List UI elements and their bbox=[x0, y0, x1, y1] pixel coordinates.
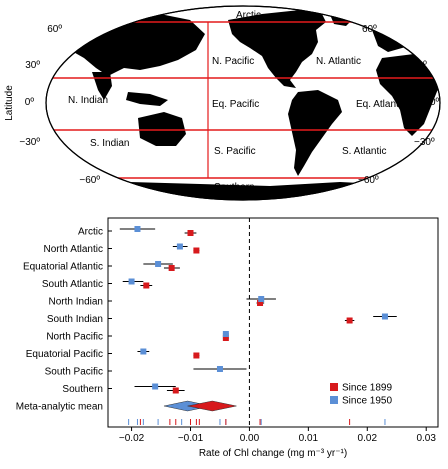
x-tick-label: −0.01 bbox=[178, 433, 204, 444]
data-point bbox=[222, 331, 229, 337]
x-tick-label: 0.01 bbox=[299, 433, 319, 444]
y-category-label: Equatorial Pacific bbox=[26, 349, 103, 360]
lat-left-0: 0º bbox=[25, 97, 35, 108]
data-point bbox=[176, 243, 183, 250]
y-category-label: North Indian bbox=[49, 297, 103, 308]
region-eq-pacific: Eq. Pacific bbox=[212, 99, 259, 110]
data-point bbox=[140, 348, 147, 355]
data-point bbox=[143, 282, 150, 289]
data-point bbox=[193, 352, 200, 359]
region-s-indian: S. Indian bbox=[90, 138, 129, 149]
y-category-label: Equatorial Atlantic bbox=[23, 262, 103, 273]
x-tick-label: 0.02 bbox=[358, 433, 378, 444]
data-point bbox=[152, 383, 159, 390]
data-point bbox=[172, 387, 179, 394]
y-category-label: North Atlantic bbox=[44, 244, 103, 255]
land-south-america bbox=[288, 90, 342, 176]
lat-right-0: 0º bbox=[430, 97, 440, 108]
chl-rate-plot: −0.02 −0.01 0.00 0.01 0.02 0.03 Arctic North At… bbox=[16, 217, 439, 459]
region-n-atlantic: N. Atlantic bbox=[316, 56, 361, 67]
y-category-label: Meta-analytic mean bbox=[16, 402, 103, 413]
plot-frame bbox=[107, 217, 439, 428]
land-europe bbox=[372, 22, 430, 52]
region-southern: Southern bbox=[214, 182, 255, 193]
region-s-atlantic: S. Atlantic bbox=[342, 146, 386, 157]
region-n-pacific: N. Pacific bbox=[212, 56, 254, 67]
y-category-label: Arctic bbox=[78, 227, 103, 238]
land-africa bbox=[376, 54, 440, 136]
data-point bbox=[134, 226, 141, 232]
y-category-label: Southern bbox=[62, 384, 103, 395]
y-category-label: South Indian bbox=[47, 314, 103, 325]
x-tick-label: −0.02 bbox=[119, 433, 145, 444]
y-category-label: North Pacific bbox=[46, 332, 103, 343]
lat-right-m60: −60º bbox=[358, 175, 379, 186]
plot-content: −0.02 −0.01 0.00 0.01 0.02 0.03 Arctic North At… bbox=[16, 218, 436, 444]
region-arctic: Arctic bbox=[236, 10, 261, 21]
data-point bbox=[155, 261, 162, 267]
lat-right-30: 30º bbox=[412, 60, 427, 71]
meta-mean-diamond bbox=[187, 400, 237, 412]
legend-swatch bbox=[330, 383, 338, 391]
data-point bbox=[381, 313, 388, 320]
legend-label: Since 1899 bbox=[342, 383, 392, 394]
data-point bbox=[258, 296, 265, 302]
land-australia bbox=[138, 112, 186, 146]
data-point bbox=[193, 247, 200, 254]
data-point bbox=[187, 230, 194, 236]
data-point bbox=[168, 265, 175, 271]
x-tick-label: 0.03 bbox=[416, 433, 436, 444]
data-point bbox=[257, 300, 264, 306]
land-indonesia bbox=[126, 92, 168, 106]
x-axis-label: Rate of Chl change (mg m⁻³ yr⁻¹) bbox=[199, 448, 347, 459]
world-map-panel: Latitude 60º 30º 0º −30º −60º 60º 30º 0º… bbox=[4, 5, 441, 201]
lat-left-30: 30º bbox=[25, 60, 40, 71]
legend-label: Since 1950 bbox=[342, 396, 392, 407]
lat-right-m30: −30º bbox=[414, 137, 435, 148]
land-north-america bbox=[228, 10, 326, 88]
data-point bbox=[216, 366, 223, 372]
region-eq-atlantic: Eq. Atlantic bbox=[356, 99, 406, 110]
lat-left-m30: −30º bbox=[19, 137, 40, 148]
lat-left-60: 60º bbox=[47, 24, 62, 35]
x-tick-label: 0.00 bbox=[240, 433, 260, 444]
land-india bbox=[92, 72, 112, 100]
data-point bbox=[222, 335, 229, 341]
y-category-label: South Pacific bbox=[45, 367, 103, 378]
data-point bbox=[346, 317, 353, 324]
lat-left-m60: −60º bbox=[79, 175, 100, 186]
region-s-pacific: S. Pacific bbox=[214, 146, 256, 157]
region-n-indian: N. Indian bbox=[68, 95, 108, 106]
data-point bbox=[128, 278, 135, 285]
y-category-label: South Atlantic bbox=[42, 279, 103, 290]
lat-right-60: 60º bbox=[362, 24, 377, 35]
legend-swatch bbox=[330, 396, 338, 404]
map-ylabel: Latitude bbox=[4, 85, 15, 121]
